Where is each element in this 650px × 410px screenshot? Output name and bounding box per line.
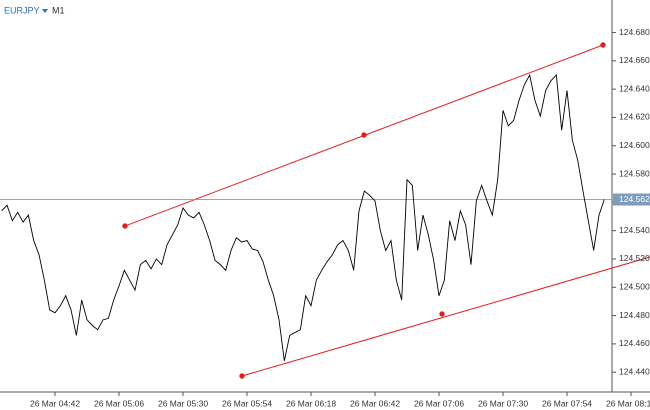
dropdown-icon[interactable] — [42, 9, 48, 13]
x-tick-label: 26 Mar 05:06 — [94, 398, 144, 408]
y-tick-label: 124.600 — [619, 140, 650, 150]
y-tick-label: 124.540 — [619, 225, 650, 235]
y-tick-label: 124.620 — [619, 112, 650, 122]
y-tick-label: 124.580 — [619, 168, 650, 178]
current-price-label: 124.562 — [619, 194, 650, 204]
channel — [122, 42, 650, 379]
x-tick-label: 26 Mar 04:42 — [30, 398, 80, 408]
channel-point[interactable] — [239, 373, 245, 379]
x-tick-label: 26 Mar 08:18 — [606, 398, 650, 408]
channel-point[interactable] — [122, 223, 128, 229]
channel-point[interactable] — [361, 132, 367, 138]
timeframe[interactable]: M1 — [52, 5, 65, 15]
y-tick-label: 124.480 — [619, 310, 650, 320]
y-tick-label: 124.460 — [619, 338, 650, 348]
x-tick-label: 26 Mar 05:54 — [222, 398, 272, 408]
x-tick-label: 26 Mar 06:42 — [350, 398, 400, 408]
current-price-box — [613, 193, 650, 206]
y-tick-label: 124.500 — [619, 282, 650, 292]
y-tick-label: 124.440 — [619, 366, 650, 376]
channel-lower — [241, 256, 650, 377]
x-tick-label: 26 Mar 05:30 — [158, 398, 208, 408]
y-tick-label: 124.640 — [619, 83, 650, 93]
channel-point[interactable] — [439, 311, 445, 317]
y-tick-label: 124.680 — [619, 27, 650, 37]
price-line — [1, 73, 605, 361]
x-tick-label: 26 Mar 07:30 — [478, 398, 528, 408]
x-tick-label: 26 Mar 07:06 — [414, 398, 464, 408]
y-tick-label: 124.520 — [619, 253, 650, 263]
channel-point[interactable] — [600, 42, 606, 48]
symbol[interactable]: EURJPY — [4, 5, 40, 15]
x-tick-label: 26 Mar 06:18 — [286, 398, 336, 408]
y-tick-label: 124.660 — [619, 55, 650, 65]
x-tick-label: 26 Mar 07:54 — [542, 398, 592, 408]
